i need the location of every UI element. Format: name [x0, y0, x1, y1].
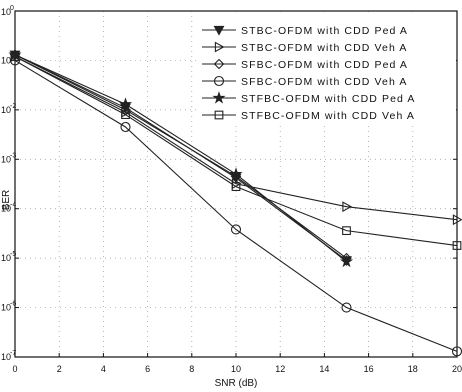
legend-entry: STFBC-OFDM with CDD Ped A — [202, 91, 416, 105]
y-tick-label-exponent: -7 — [10, 350, 16, 357]
legend-entry: STBC-OFDM with CDD Ped A — [202, 25, 408, 37]
y-tick-label-base: 10 — [1, 204, 11, 214]
legend-entry: SFBC-OFDM with CDD Ped A — [202, 58, 408, 71]
x-tick-label: 0 — [12, 364, 17, 374]
marker-star — [229, 167, 243, 180]
x-tick-label: 4 — [101, 364, 106, 374]
y-tick-label-base: 10 — [1, 154, 11, 164]
legend-label: SFBC-OFDM with CDD Ped A — [241, 59, 408, 71]
y-tick-label-exponent: -5 — [10, 251, 16, 258]
marker-triangle-right — [342, 201, 353, 213]
y-tick-label-base: 10 — [1, 352, 11, 362]
y-tick-label-exponent: -4 — [10, 202, 16, 209]
x-tick-label: 18 — [408, 364, 418, 374]
marker-circle — [230, 224, 242, 235]
series-line — [14, 56, 458, 221]
y-tick-label-base: 10 — [1, 7, 11, 17]
y-tick-label-exponent: 0 — [10, 5, 14, 12]
marker-star — [118, 97, 133, 110]
series-line — [14, 54, 347, 263]
y-tick-label-exponent: -2 — [10, 103, 16, 110]
legend-label: STBC-OFDM with CDD Veh A — [241, 42, 407, 54]
marker-circle — [120, 121, 131, 133]
legend-label: SFBC-OFDM with CDD Veh A — [241, 76, 407, 88]
marker-square — [231, 182, 241, 191]
x-tick-label: 8 — [189, 364, 194, 374]
axis-ticks: 0246810121416182010010-110-210-310-410-5… — [1, 5, 462, 374]
marker-diamond — [213, 58, 225, 70]
legend-entry: STFBC-OFDM with CDD Veh A — [202, 110, 415, 122]
y-tick-label-base: 10 — [1, 105, 11, 115]
y-tick-label-exponent: -3 — [10, 152, 16, 159]
series-line — [14, 59, 458, 352]
marker-square — [452, 241, 462, 250]
x-tick-label: 20 — [452, 364, 462, 374]
marker-diamond — [230, 171, 242, 182]
legend-box — [198, 13, 456, 125]
legend-label: STFBC-OFDM with CDD Ped A — [241, 93, 416, 105]
x-tick-label: 14 — [319, 364, 329, 374]
marker-triangle-down — [213, 25, 225, 36]
marker-square — [342, 226, 351, 236]
x-tick-label: 10 — [231, 364, 241, 374]
legend-label: STBC-OFDM with CDD Ped A — [241, 25, 408, 37]
marker-star — [339, 254, 354, 268]
legend-entry: STBC-OFDM with CDD Veh A — [202, 41, 407, 54]
legend-entry: SFBC-OFDM with CDD Veh A — [202, 75, 407, 88]
marker-square — [121, 110, 130, 120]
y-axis-label: BER — [1, 190, 12, 211]
series-6 — [10, 52, 462, 250]
x-tick-label: 16 — [364, 364, 374, 374]
series-line — [14, 56, 458, 247]
y-tick-label-base: 10 — [1, 55, 11, 65]
marker-circle — [341, 302, 352, 313]
marker-circle — [213, 75, 225, 87]
marker-square — [10, 52, 20, 61]
x-tick-label: 2 — [57, 364, 62, 374]
y-tick-label-exponent: -6 — [10, 301, 16, 308]
y-tick-label-base: 10 — [1, 253, 11, 263]
series-5 — [8, 47, 354, 268]
y-tick-label-base: 10 — [1, 303, 11, 313]
marker-star — [212, 91, 226, 104]
legend-label: STFBC-OFDM with CDD Veh A — [241, 110, 415, 122]
marker-triangle-right — [214, 41, 225, 53]
marker-square — [214, 110, 224, 120]
x-tick-label: 12 — [275, 364, 285, 374]
x-axis-label: SNR (dB) — [215, 378, 258, 389]
marker-triangle-right — [452, 214, 462, 226]
x-tick-label: 6 — [145, 364, 150, 374]
legend: STBC-OFDM with CDD Ped A STBC-OFDM with C… — [198, 13, 456, 125]
series-layer — [8, 47, 462, 357]
